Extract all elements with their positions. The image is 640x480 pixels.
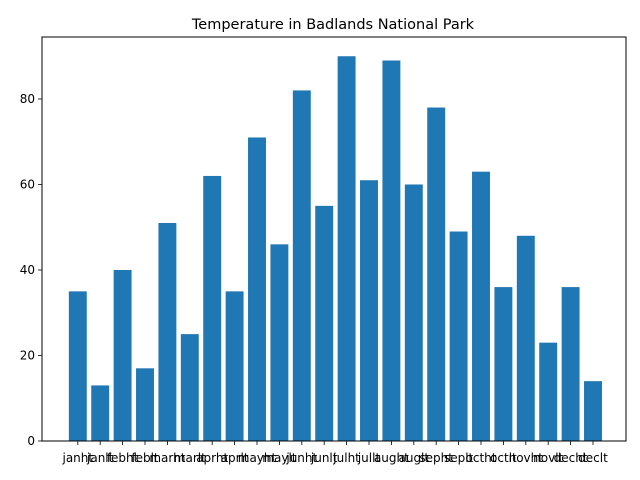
x-tick-label: junht xyxy=(285,451,317,465)
bar-novht xyxy=(516,235,535,441)
y-tick-label: 60 xyxy=(20,177,35,191)
bar-maylt xyxy=(270,244,289,441)
x-tick-label: declt xyxy=(578,451,608,465)
x-axis: janhtjanltfebhtfebltmarhtmarltaprhtaprlt… xyxy=(61,441,608,465)
bar-marht xyxy=(158,222,177,441)
bar-declt xyxy=(584,381,602,441)
x-tick-label: julht xyxy=(332,451,360,465)
y-tick-label: 40 xyxy=(20,263,35,277)
x-tick-label: janlt xyxy=(86,451,114,465)
bar-aprlt xyxy=(225,291,244,441)
bar-novlt xyxy=(539,342,558,441)
bar-sepht xyxy=(427,107,446,441)
x-tick-label: marlt xyxy=(174,451,206,465)
x-tick-label: janht xyxy=(61,451,93,465)
y-axis: 0 20 40 60 80 xyxy=(20,92,42,448)
bar-octlt xyxy=(494,287,513,441)
plot-area-frame xyxy=(41,36,627,442)
x-tick-label: octlt xyxy=(490,451,517,465)
bar-janht xyxy=(68,291,87,441)
bar-mayht xyxy=(248,137,266,441)
bar-junht xyxy=(292,90,311,441)
x-tick-label: feblt xyxy=(131,451,159,465)
x-tick-label: decht xyxy=(554,451,588,465)
x-tick-label: novlt xyxy=(533,451,563,465)
chart-title: Temperature in Badlands National Park xyxy=(191,17,475,33)
bar-auglt xyxy=(404,184,423,442)
bar-janlt xyxy=(91,385,110,441)
bar-decht xyxy=(561,287,580,441)
bar-aprht xyxy=(203,175,222,441)
bar-aught xyxy=(382,60,401,441)
x-tick-label: marht xyxy=(149,451,185,465)
bar-marlt xyxy=(180,334,199,441)
x-tick-label: auglt xyxy=(398,451,429,465)
x-tick-label: octht xyxy=(466,451,497,465)
bar-febht xyxy=(113,269,132,441)
bar-feblt xyxy=(136,368,154,441)
x-tick-label: febht xyxy=(107,451,139,465)
x-tick-label: jullt xyxy=(357,451,381,465)
x-tick-label: aprlt xyxy=(221,451,249,465)
y-tick-label: 0 xyxy=(27,434,35,448)
x-tick-label: mayht xyxy=(238,451,277,465)
y-tick-label: 80 xyxy=(20,92,35,106)
bar-jullt xyxy=(360,180,378,441)
bar-julht xyxy=(337,56,356,442)
y-tick-label: 20 xyxy=(20,348,35,362)
x-tick-label: maylt xyxy=(262,451,296,465)
x-tick-label: sepht xyxy=(419,451,453,465)
x-tick-label: aprht xyxy=(196,451,228,465)
x-tick-label: seplt xyxy=(444,451,474,465)
bar-seplt xyxy=(449,231,468,441)
x-tick-label: aught xyxy=(374,451,409,465)
bar-junlt xyxy=(315,205,334,441)
bars-group xyxy=(68,56,602,442)
x-tick-label: novht xyxy=(509,451,544,465)
x-tick-label: junlt xyxy=(310,451,338,465)
bar-octht xyxy=(472,171,490,442)
